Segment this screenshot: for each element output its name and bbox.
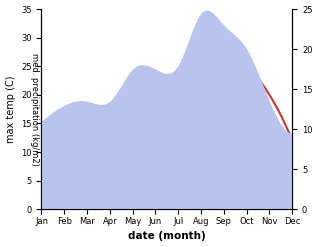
X-axis label: date (month): date (month) (128, 231, 206, 242)
Y-axis label: med. precipitation (kg/m2): med. precipitation (kg/m2) (30, 53, 39, 165)
Y-axis label: max temp (C): max temp (C) (5, 75, 16, 143)
